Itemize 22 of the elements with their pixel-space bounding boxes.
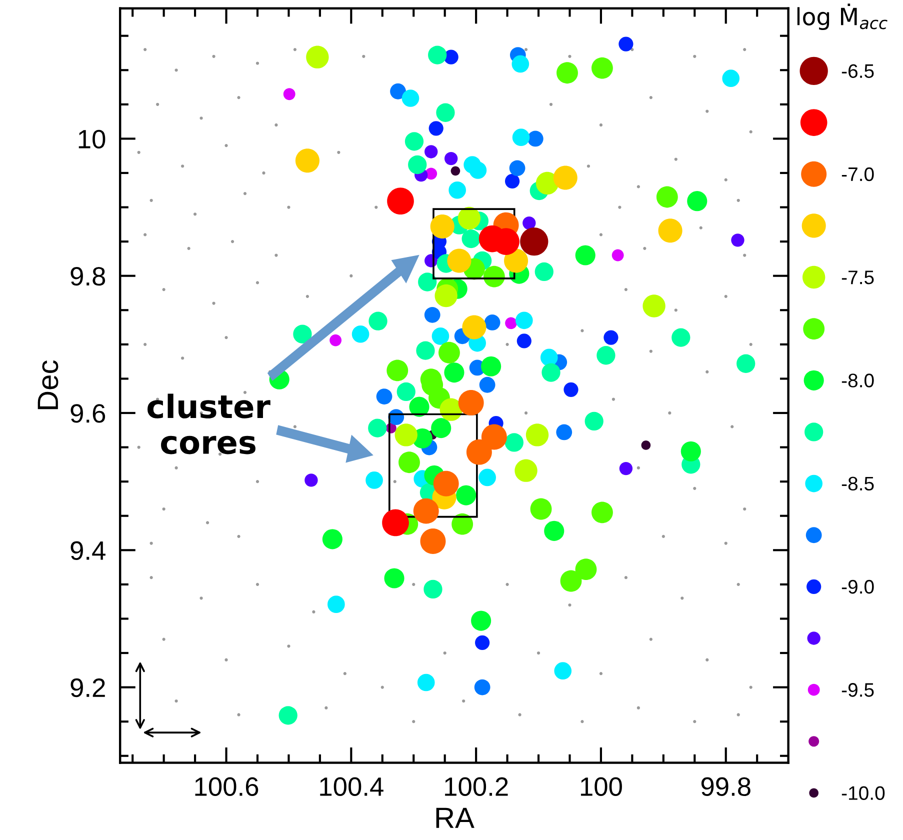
y-tick-label: 9.4 [70,541,106,560]
y-axis-title: Dec [38,360,58,410]
x-tick-label: 100.4 [320,777,384,796]
x-tick-label: 100.6 [195,777,258,796]
legend-label: -9.5 [842,683,874,697]
y-tick-label: 9.6 [70,404,106,423]
legend-label: -10.0 [842,786,885,800]
y-tick-label: 9.2 [70,678,105,698]
x-tick-label: 100 [580,777,622,796]
x-tick-label: 99.8 [701,777,750,796]
legend-title: log Ṁ$_{acc}$ [797,4,888,30]
y-tick-label: 9.8 [70,266,106,286]
legend-label: -9.0 [842,580,874,594]
legend-label: -8.5 [842,476,874,491]
x-tick-label: 100.2 [445,777,508,796]
legend-label: -7.5 [842,270,874,284]
y-tick-label: 10 [78,130,106,149]
legend-label: -7.0 [842,167,874,182]
legend-label: -6.5 [842,64,874,78]
x-axis-title: RA [436,808,474,828]
annotation: cluster cores [148,394,270,454]
legend-label: -8.0 [842,374,874,388]
